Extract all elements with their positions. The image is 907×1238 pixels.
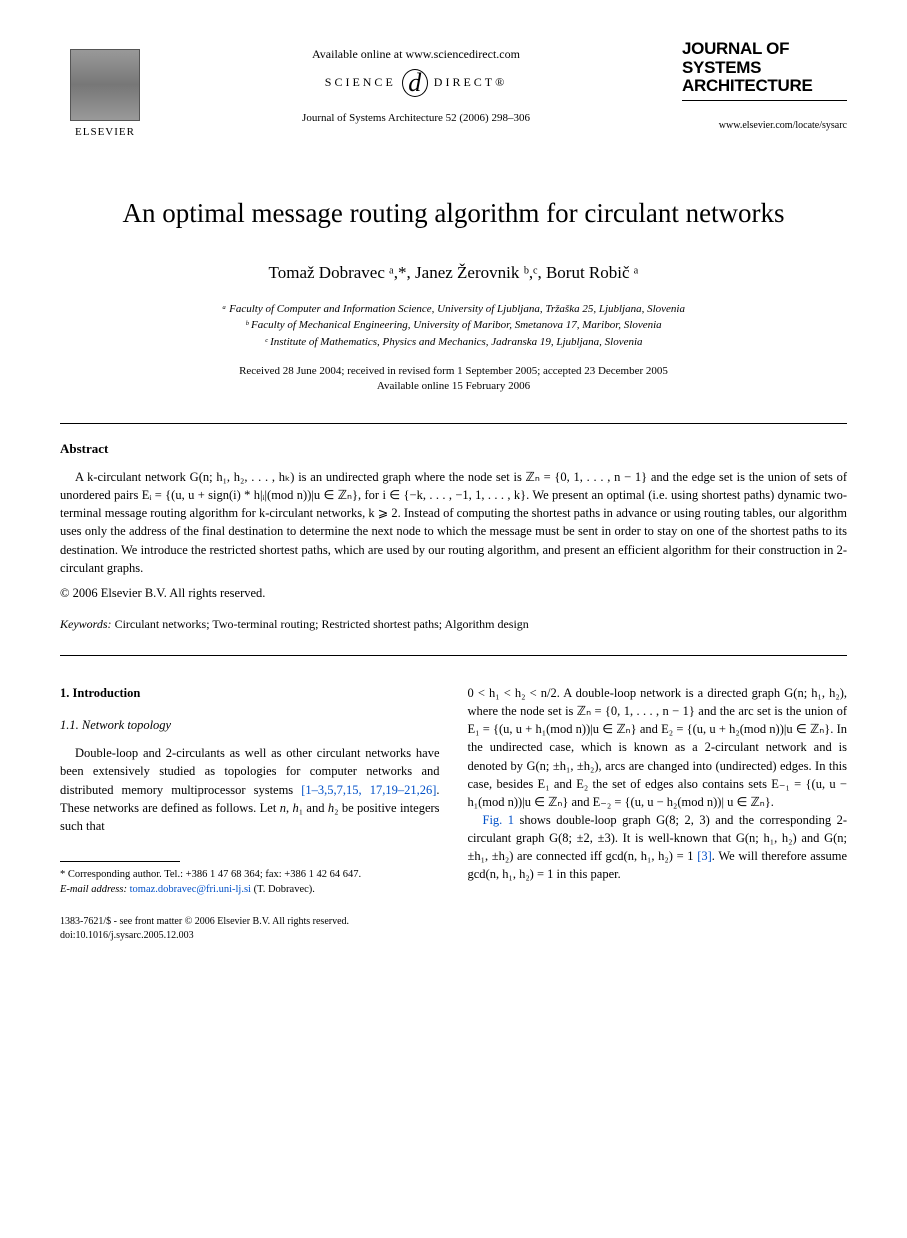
authors: Tomaž Dobravec ᵃ,*, Janez Žerovnik ᵇ,ᶜ, … — [60, 261, 847, 285]
left-paragraph: Double-loop and 2-circulants as well as … — [60, 744, 440, 835]
left-column: 1. Introduction 1.1. Network topology Do… — [60, 684, 440, 897]
article-title: An optimal message routing algorithm for… — [60, 195, 847, 233]
publisher-logo: ELSEVIER — [60, 40, 150, 140]
elsevier-tree-icon — [70, 49, 140, 121]
refs-link[interactable]: [1–3,5,7,15, 17,19–21,26] — [301, 783, 436, 797]
abstract-top-rule — [60, 423, 847, 424]
publisher-name: ELSEVIER — [75, 125, 135, 140]
abstract-text: A k-circulant network G(n; h₁, h₂, . . .… — [60, 468, 847, 577]
abstract-bottom-rule — [60, 655, 847, 656]
abstract-body: A k-circulant network G(n; h₁, h₂, . . .… — [60, 468, 847, 577]
affil-c: ᶜ Institute of Mathematics, Physics and … — [60, 334, 847, 351]
online-date: Available online 15 February 2006 — [60, 379, 847, 394]
page-header: ELSEVIER Available online at www.science… — [60, 40, 847, 140]
available-online-text: Available online at www.sciencedirect.co… — [150, 46, 682, 63]
journal-citation: Journal of Systems Architecture 52 (2006… — [150, 111, 682, 126]
right-paragraph-1: 0 < h₁ < h₂ < n/2. A double-loop network… — [468, 684, 848, 811]
email-label: E-mail address: — [60, 884, 130, 895]
article-dates: Received 28 June 2004; received in revis… — [60, 364, 847, 395]
section-1-heading: 1. Introduction — [60, 684, 440, 702]
email-who: (T. Dobravec). — [251, 884, 315, 895]
abstract-copyright: © 2006 Elsevier B.V. All rights reserved… — [60, 585, 847, 603]
right-paragraph-2: Fig. 1 shows double-loop graph G(8; 2, 3… — [468, 811, 848, 884]
footnotes: * Corresponding author. Tel.: +386 1 47 … — [60, 868, 440, 897]
abstract-heading: Abstract — [60, 440, 847, 458]
affil-b: ᵇ Faculty of Mechanical Engineering, Uni… — [60, 317, 847, 334]
journal-url: www.elsevier.com/locate/sysarc — [682, 119, 847, 133]
bottom-meta: 1383-7621/$ - see front matter © 2006 El… — [60, 915, 847, 943]
journal-title-line2: SYSTEMS — [682, 59, 847, 78]
ref3-link[interactable]: [3] — [697, 849, 712, 863]
header-center: Available online at www.sciencedirect.co… — [150, 40, 682, 126]
journal-title-line1: JOURNAL OF — [682, 40, 847, 59]
author-email[interactable]: tomaz.dobravec@fri.uni-lj.si — [130, 884, 251, 895]
journal-title-line3: ARCHITECTURE — [682, 77, 847, 96]
journal-logo: JOURNAL OF SYSTEMS ARCHITECTURE www.else… — [682, 40, 847, 133]
affil-a: ᵃ Faculty of Computer and Information Sc… — [60, 301, 847, 318]
body-columns: 1. Introduction 1.1. Network topology Do… — [60, 684, 847, 897]
keywords: Keywords: Circulant networks; Two-termin… — [60, 616, 847, 633]
affiliations: ᵃ Faculty of Computer and Information Sc… — [60, 301, 847, 351]
doi-line: doi:10.1016/j.sysarc.2005.12.003 — [60, 929, 847, 943]
keywords-label: Keywords: — [60, 617, 112, 631]
scidirect-right: DIRECT® — [434, 74, 507, 91]
sciencedirect-logo: SCIENCE d DIRECT® — [150, 69, 682, 97]
received-date: Received 28 June 2004; received in revis… — [60, 364, 847, 379]
footnote-rule — [60, 861, 180, 862]
keywords-text: Circulant networks; Two-terminal routing… — [112, 617, 529, 631]
scidirect-left: SCIENCE — [325, 74, 396, 91]
journal-rule — [682, 100, 847, 101]
right-column: 0 < h₁ < h₂ < n/2. A double-loop network… — [468, 684, 848, 897]
corresponding-author: * Corresponding author. Tel.: +386 1 47 … — [60, 868, 440, 883]
email-line: E-mail address: tomaz.dobravec@fri.uni-l… — [60, 883, 440, 898]
issn-line: 1383-7621/$ - see front matter © 2006 El… — [60, 915, 847, 929]
scidirect-d-icon: d — [402, 69, 428, 97]
section-1-1-heading: 1.1. Network topology — [60, 716, 440, 734]
fig1-link[interactable]: Fig. 1 — [483, 813, 515, 827]
